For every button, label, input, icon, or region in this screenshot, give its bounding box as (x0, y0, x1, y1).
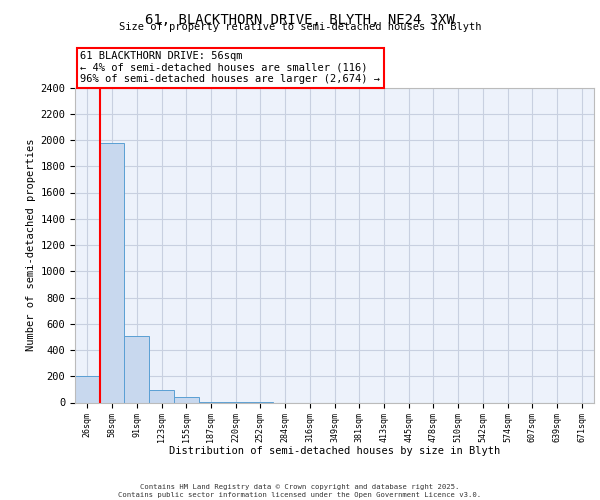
Bar (149, 390, 174, 402)
X-axis label: Distribution of semi-detached houses by size in Blyth: Distribution of semi-detached houses by … (169, 446, 500, 456)
Text: 61 BLACKTHORN DRIVE: 56sqm
← 4% of semi-detached houses are smaller (116)
96% of: 61 BLACKTHORN DRIVE: 56sqm ← 4% of semi-… (80, 51, 380, 84)
Text: Size of property relative to semi-detached houses in Blyth: Size of property relative to semi-detach… (119, 22, 481, 32)
Bar (75, 376, 100, 402)
Bar (124, 336, 149, 402)
Text: 61, BLACKTHORN DRIVE, BLYTH, NE24 3XW: 61, BLACKTHORN DRIVE, BLYTH, NE24 3XW (145, 12, 455, 26)
Text: Contains HM Land Registry data © Crown copyright and database right 2025.
Contai: Contains HM Land Registry data © Crown c… (118, 484, 482, 498)
Bar (100, 142, 124, 402)
Y-axis label: Number of semi-detached properties: Number of semi-detached properties (26, 138, 36, 351)
Bar (174, 397, 199, 402)
